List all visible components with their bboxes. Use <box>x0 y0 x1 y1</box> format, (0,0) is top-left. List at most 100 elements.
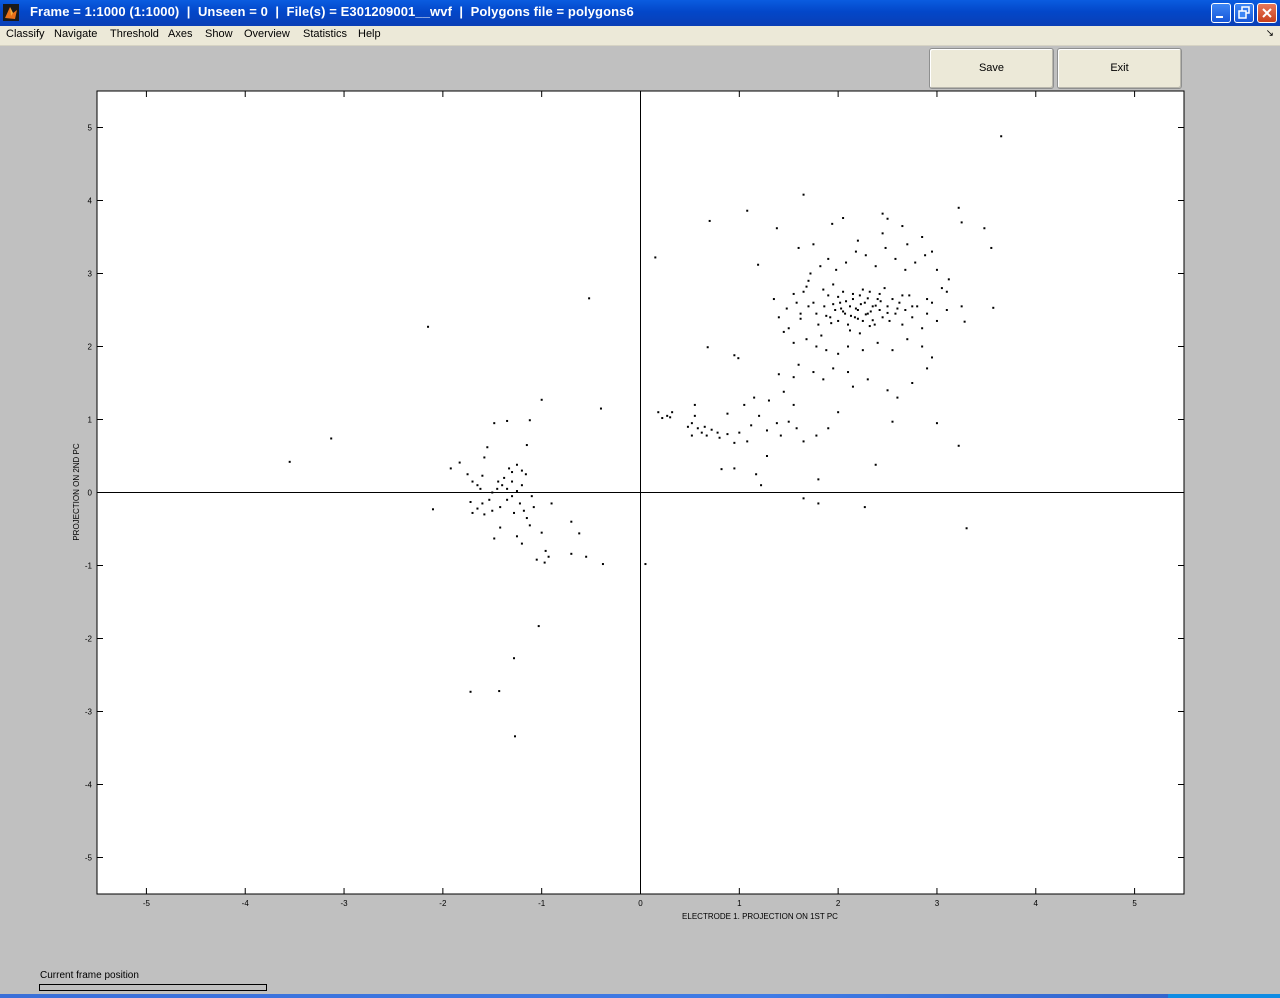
data-point <box>856 239 859 242</box>
data-point <box>864 313 867 316</box>
exit-button[interactable]: Exit <box>1057 48 1182 89</box>
menu-help[interactable]: Help <box>358 28 381 40</box>
data-point <box>904 268 907 271</box>
data-point <box>831 222 834 225</box>
data-point <box>945 290 948 293</box>
x-tick-label: 5 <box>1132 899 1137 908</box>
data-point <box>515 535 518 538</box>
data-point <box>471 480 474 483</box>
data-point <box>901 323 904 326</box>
data-point <box>693 403 696 406</box>
minimize-icon[interactable] <box>1211 3 1231 23</box>
data-point <box>935 268 938 271</box>
menu-classify[interactable]: Classify <box>6 28 45 40</box>
menu-threshold[interactable]: Threshold <box>110 28 159 40</box>
data-point <box>570 552 573 555</box>
data-point <box>812 243 815 246</box>
data-point <box>782 330 785 333</box>
data-point <box>847 345 850 348</box>
data-point <box>733 441 736 444</box>
frame-position-bar[interactable] <box>39 984 267 991</box>
data-point <box>797 246 800 249</box>
data-point <box>499 526 502 529</box>
data-point <box>851 385 854 388</box>
data-point <box>543 561 546 564</box>
data-point <box>827 427 830 430</box>
data-point <box>528 524 531 527</box>
data-point <box>671 411 674 414</box>
data-point <box>817 502 820 505</box>
data-point <box>792 376 795 379</box>
menu-navigate[interactable]: Navigate <box>54 28 98 40</box>
data-point <box>765 455 768 457</box>
data-point <box>733 354 736 357</box>
data-point <box>585 555 588 558</box>
data-point <box>777 316 780 319</box>
data-point <box>431 508 434 511</box>
data-point <box>858 294 861 297</box>
data-point <box>511 480 514 483</box>
data-point <box>706 346 709 349</box>
matlab-app-icon[interactable] <box>3 4 19 21</box>
x-tick-label: 4 <box>1034 899 1039 908</box>
data-point <box>743 403 746 406</box>
data-point <box>861 288 864 291</box>
data-point <box>891 420 894 423</box>
data-point <box>493 537 496 540</box>
data-point <box>871 319 874 322</box>
data-point <box>513 511 516 514</box>
data-point <box>891 298 894 301</box>
data-point <box>921 345 924 348</box>
data-point <box>854 250 857 253</box>
data-point <box>550 502 553 505</box>
data-point <box>868 325 871 328</box>
data-point <box>983 227 986 230</box>
menu-axes[interactable]: Axes <box>168 28 193 40</box>
data-point <box>926 298 929 301</box>
menu-statistics[interactable]: Statistics <box>303 28 348 40</box>
data-point <box>491 491 494 494</box>
data-point <box>540 531 543 534</box>
dock-arrow-icon[interactable]: ↘ <box>1265 28 1274 39</box>
data-point <box>842 290 845 293</box>
data-point <box>832 283 835 286</box>
save-button[interactable]: Save <box>929 48 1054 89</box>
x-tick-label: -4 <box>242 899 250 908</box>
close-icon[interactable] <box>1257 3 1277 23</box>
data-point <box>856 317 859 320</box>
data-point <box>825 349 828 352</box>
data-point <box>760 484 763 487</box>
data-point <box>960 221 963 224</box>
data-point <box>886 389 889 392</box>
y-axis-label: PROJECTION ON 2ND PC <box>72 443 81 541</box>
data-point <box>807 279 810 282</box>
x-tick-label: 3 <box>935 899 940 908</box>
data-point <box>726 433 729 436</box>
data-point <box>733 467 736 470</box>
data-point <box>911 382 914 384</box>
data-point <box>935 422 938 425</box>
data-point <box>520 469 523 472</box>
data-point <box>758 414 761 417</box>
data-point <box>792 292 795 295</box>
data-point <box>686 425 689 428</box>
menu-overview[interactable]: Overview <box>244 28 290 40</box>
restore-icon[interactable] <box>1234 3 1254 23</box>
data-point <box>755 473 758 476</box>
data-point <box>288 460 291 463</box>
data-point <box>858 332 861 335</box>
menu-show[interactable]: Show <box>205 28 233 40</box>
data-point <box>873 323 876 326</box>
data-point <box>827 294 830 297</box>
window-title: Frame = 1:1000 (1:1000) | Unseen = 0 | F… <box>30 4 634 19</box>
data-point <box>1000 135 1003 138</box>
data-point <box>805 338 808 341</box>
data-point <box>488 498 491 501</box>
data-point <box>960 305 963 308</box>
data-point <box>513 657 516 660</box>
data-point <box>772 298 775 301</box>
data-point <box>866 312 869 315</box>
data-point <box>511 471 514 474</box>
data-point <box>528 419 531 422</box>
